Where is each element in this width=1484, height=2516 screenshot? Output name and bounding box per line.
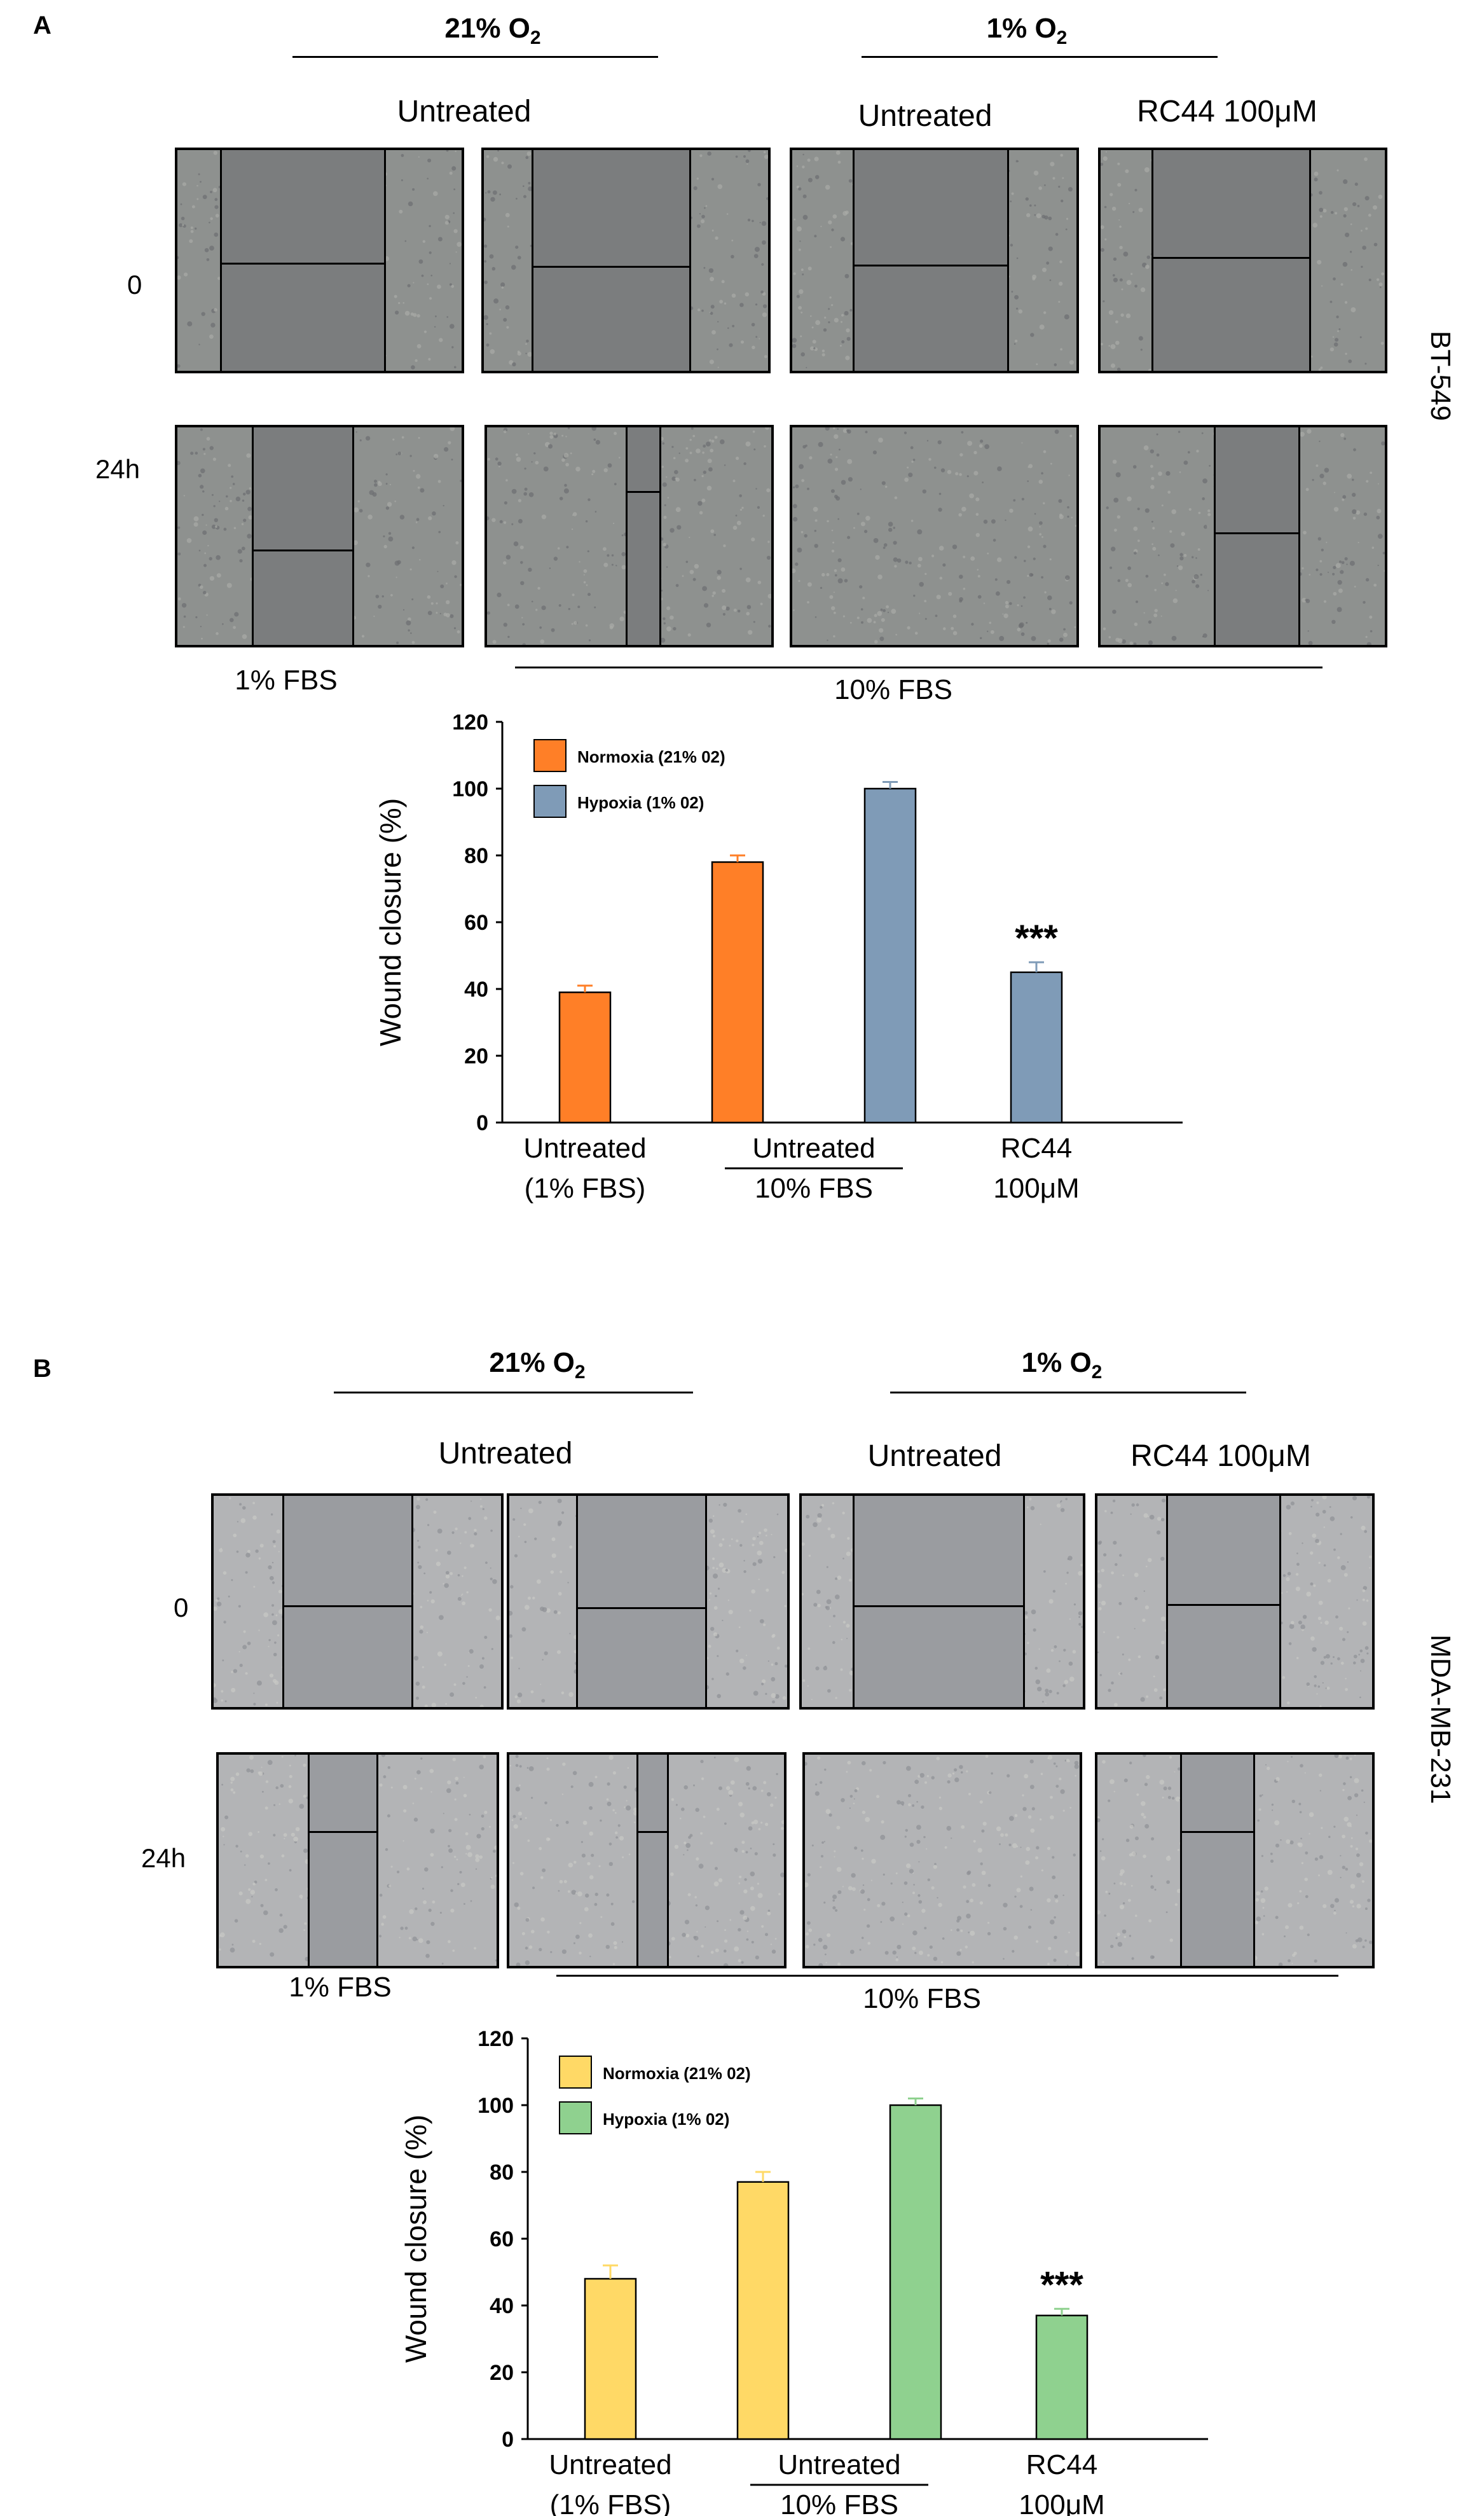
chart-a-bar <box>863 787 917 1124</box>
chart-b-y-tick-label: 40 <box>490 2294 514 2318</box>
chart-a-y-axis-label: Wound closure (%) <box>374 798 407 1046</box>
panel-a-normoxia-bracket <box>292 56 658 58</box>
chart-b-legend-swatch <box>559 2056 592 2089</box>
micrograph-b-24h-hypoxia-rc44 <box>1095 1752 1375 1968</box>
panel-b-col-label-normoxia: Untreated <box>438 1437 573 1470</box>
chart-a-y-tick-label: 80 <box>464 844 488 868</box>
panel-b-row-label-24h: 24h <box>141 1843 186 1873</box>
micrograph-a-0h-hypoxia-untreated <box>790 148 1079 373</box>
chart-b-y-tick-label: 80 <box>490 2160 514 2185</box>
chart-b-x-label-line2: 10% FBS <box>780 2489 898 2516</box>
chart-b-x-label-line1: RC44 <box>1026 2449 1098 2480</box>
chart-b-legend-label: Hypoxia (1% 02) <box>603 2110 729 2129</box>
chart-a-x-label-line2: 100μM <box>993 1173 1079 1204</box>
micrograph-a-0h-hypoxia-rc44 <box>1098 148 1387 373</box>
chart-a-legend-label: Hypoxia (1% 02) <box>577 793 704 812</box>
chart-b-bar <box>1035 2314 1089 2440</box>
cell-texture <box>792 427 1076 645</box>
chart-a-x-label-line1: Untreated <box>752 1133 875 1164</box>
chart-a-y-tick-label: 120 <box>452 710 488 735</box>
wound-closure-chart-b: Wound closure (%) 0 20 40 60 80 100 120 *** Normo… <box>399 2027 1208 2516</box>
micrograph-b-0h-normoxia-1fbs <box>211 1493 504 1710</box>
micrograph-b-24h-hypoxia-untreated <box>802 1752 1082 1968</box>
chart-a-y-tick-label: 20 <box>464 1044 488 1068</box>
panel-a-fbs-1: 1% FBS <box>235 665 338 696</box>
micrograph-b-24h-normoxia-1fbs <box>216 1752 499 1968</box>
micrograph-a-24h-hypoxia-untreated <box>790 425 1079 647</box>
chart-a-bar <box>711 861 764 1124</box>
cell-texture <box>509 1755 784 1966</box>
chart-b-bar <box>736 2181 790 2440</box>
micrograph-a-24h-normoxia-1fbs <box>175 425 464 647</box>
micrograph-b-0h-hypoxia-untreated <box>799 1493 1085 1710</box>
micrograph-a-24h-normoxia-10fbs <box>484 425 774 647</box>
chart-b-y-tick-label: 120 <box>477 2027 514 2051</box>
chart-b-legend-label: Normoxia (21% 02) <box>603 2064 751 2083</box>
chart-b-x-label-line1: Untreated <box>778 2449 900 2480</box>
panel-a-col-label-normoxia: Untreated <box>397 95 532 128</box>
chart-a-x-label-line1: Untreated <box>523 1133 646 1164</box>
panel-b-fbs-10-bracket <box>556 1975 1338 1977</box>
chart-b-y-tick-label: 20 <box>490 2361 514 2385</box>
chart-a-legend-swatch <box>533 739 567 772</box>
chart-b-y-tick-label: 60 <box>490 2227 514 2251</box>
chart-a-y-tick-label: 40 <box>464 978 488 1002</box>
panel-a-row-label-24h: 24h <box>95 454 141 484</box>
panel-a-fbs-10: 10% FBS <box>834 674 952 705</box>
panel-a-hypoxia-condition: 1% O2 <box>986 13 1068 48</box>
chart-a-y-tick-label: 100 <box>452 777 488 801</box>
chart-b-legend-swatch <box>559 2101 592 2134</box>
micrograph-b-0h-hypoxia-rc44 <box>1095 1493 1375 1710</box>
chart-b-bar <box>889 2104 942 2440</box>
chart-a-y-tick-label: 0 <box>476 1111 488 1135</box>
micrograph-b-0h-normoxia-10fbs <box>507 1493 790 1710</box>
chart-a-legend-label: Normoxia (21% 02) <box>577 747 725 766</box>
panel-a-cell-line-label: BT-549 <box>1425 331 1456 421</box>
micrograph-b-24h-normoxia-10fbs <box>507 1752 787 1968</box>
chart-a-significance-marker: *** <box>1015 918 1058 959</box>
chart-a-x-label-line1: RC44 <box>1001 1133 1073 1164</box>
panel-b-normoxia-bracket <box>334 1392 693 1393</box>
panel-a-col-label-rc44: RC44 100μM <box>1137 95 1317 128</box>
chart-b-bar <box>584 2278 637 2440</box>
chart-a-bar <box>558 992 612 1124</box>
micrograph-a-0h-normoxia-10fbs <box>481 148 771 373</box>
chart-b-significance-marker: *** <box>1040 2264 1083 2305</box>
panel-b-cell-line-label: MDA-MB-231 <box>1425 1635 1456 1804</box>
panel-b-col-label-rc44: RC44 100μM <box>1130 1439 1311 1473</box>
cell-texture <box>805 1755 1080 1966</box>
micrograph-a-24h-hypoxia-rc44 <box>1098 425 1387 647</box>
panel-b-fbs-10: 10% FBS <box>863 1983 981 2014</box>
panel-a-letter: A <box>33 11 52 39</box>
chart-b-y-axis-label: Wound closure (%) <box>399 2115 432 2363</box>
panel-b-row-label-0h: 0 <box>174 1593 189 1622</box>
chart-a-bar <box>1010 971 1063 1124</box>
chart-b-x-label-line2: 100μM <box>1019 2489 1104 2516</box>
panel-b-fbs-1: 1% FBS <box>289 1972 392 2003</box>
chart-a-x-label-line2: 10% FBS <box>755 1173 873 1204</box>
chart-b-y-tick-label: 100 <box>477 2094 514 2118</box>
chart-a-x-label-line2: (1% FBS) <box>525 1173 646 1204</box>
chart-b-x-label-line1: Untreated <box>549 2449 671 2480</box>
panel-b-letter: B <box>33 1355 52 1383</box>
panel-b-hypoxia-condition: 1% O2 <box>1021 1347 1103 1383</box>
panel-b-normoxia-condition: 21% O2 <box>489 1347 586 1383</box>
chart-b-y-tick-label: 0 <box>502 2428 514 2452</box>
panel-a-fbs-10-bracket <box>515 667 1323 668</box>
panel-b-hypoxia-bracket <box>890 1392 1246 1393</box>
wound-closure-chart-a: Wound closure (%) 0 20 40 60 80 100 120 *** Normo… <box>374 710 1183 1204</box>
micrograph-a-0h-normoxia-1fbs <box>175 148 464 373</box>
chart-a-y-tick-label: 60 <box>464 911 488 935</box>
panel-a-normoxia-condition: 21% O2 <box>444 13 541 48</box>
chart-b-x-label-line2: (1% FBS) <box>550 2489 671 2516</box>
panel-a-hypoxia-bracket <box>862 56 1218 58</box>
chart-a-legend-swatch <box>533 785 567 818</box>
panel-a-row-label-0h: 0 <box>127 270 142 300</box>
panel-b-col-label-hypoxia: Untreated <box>867 1439 1002 1473</box>
panel-a-col-label-hypoxia: Untreated <box>858 99 993 133</box>
